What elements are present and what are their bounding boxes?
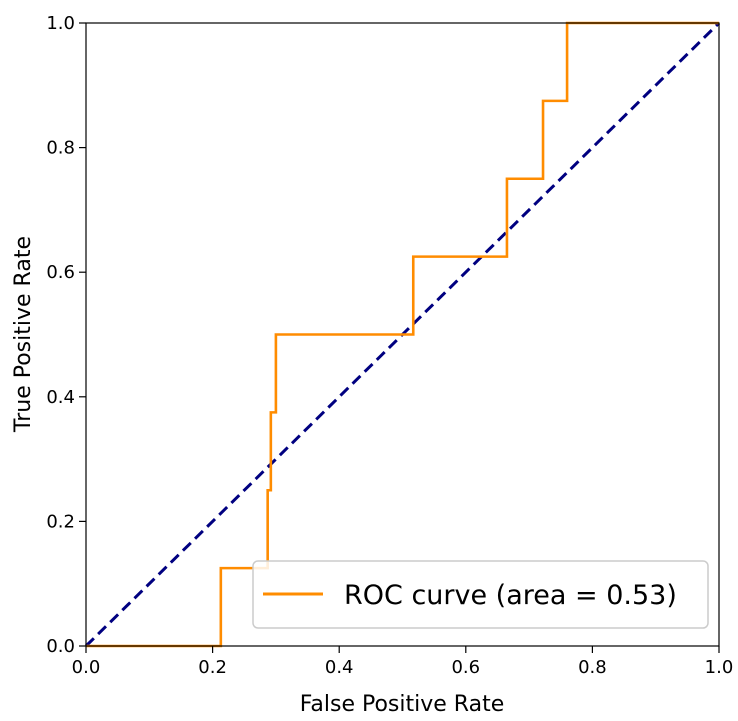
x-tick-label: 0.6 (451, 657, 480, 678)
y-tick-label: 0.8 (46, 138, 75, 159)
legend-label: ROC curve (area = 0.53) (344, 580, 677, 611)
y-tick-label: 1.0 (46, 13, 75, 34)
x-tick-label: 0.4 (325, 657, 354, 678)
x-tick-label: 0.8 (578, 657, 607, 678)
y-axis: 0.0 0.2 0.4 0.6 0.8 1.0 (46, 13, 86, 657)
legend-box (252, 560, 709, 629)
x-axis-label: False Positive Rate (300, 692, 504, 717)
x-tick-label: 0.2 (198, 657, 227, 678)
y-tick-label: 0.6 (46, 262, 75, 283)
plot-frame (85, 22, 720, 647)
x-axis: 0.0 0.2 0.4 0.6 0.8 1.0 (72, 646, 734, 678)
y-tick-label: 0.0 (46, 636, 75, 657)
y-axis-label: True Positive Rate (11, 236, 36, 433)
y-tick-label: 0.4 (46, 387, 75, 408)
x-tick-label: 0.0 (72, 657, 101, 678)
x-tick-label: 1.0 (705, 657, 734, 678)
y-tick-label: 0.2 (46, 511, 75, 532)
legend: ROC curve (area = 0.53) (252, 560, 709, 629)
